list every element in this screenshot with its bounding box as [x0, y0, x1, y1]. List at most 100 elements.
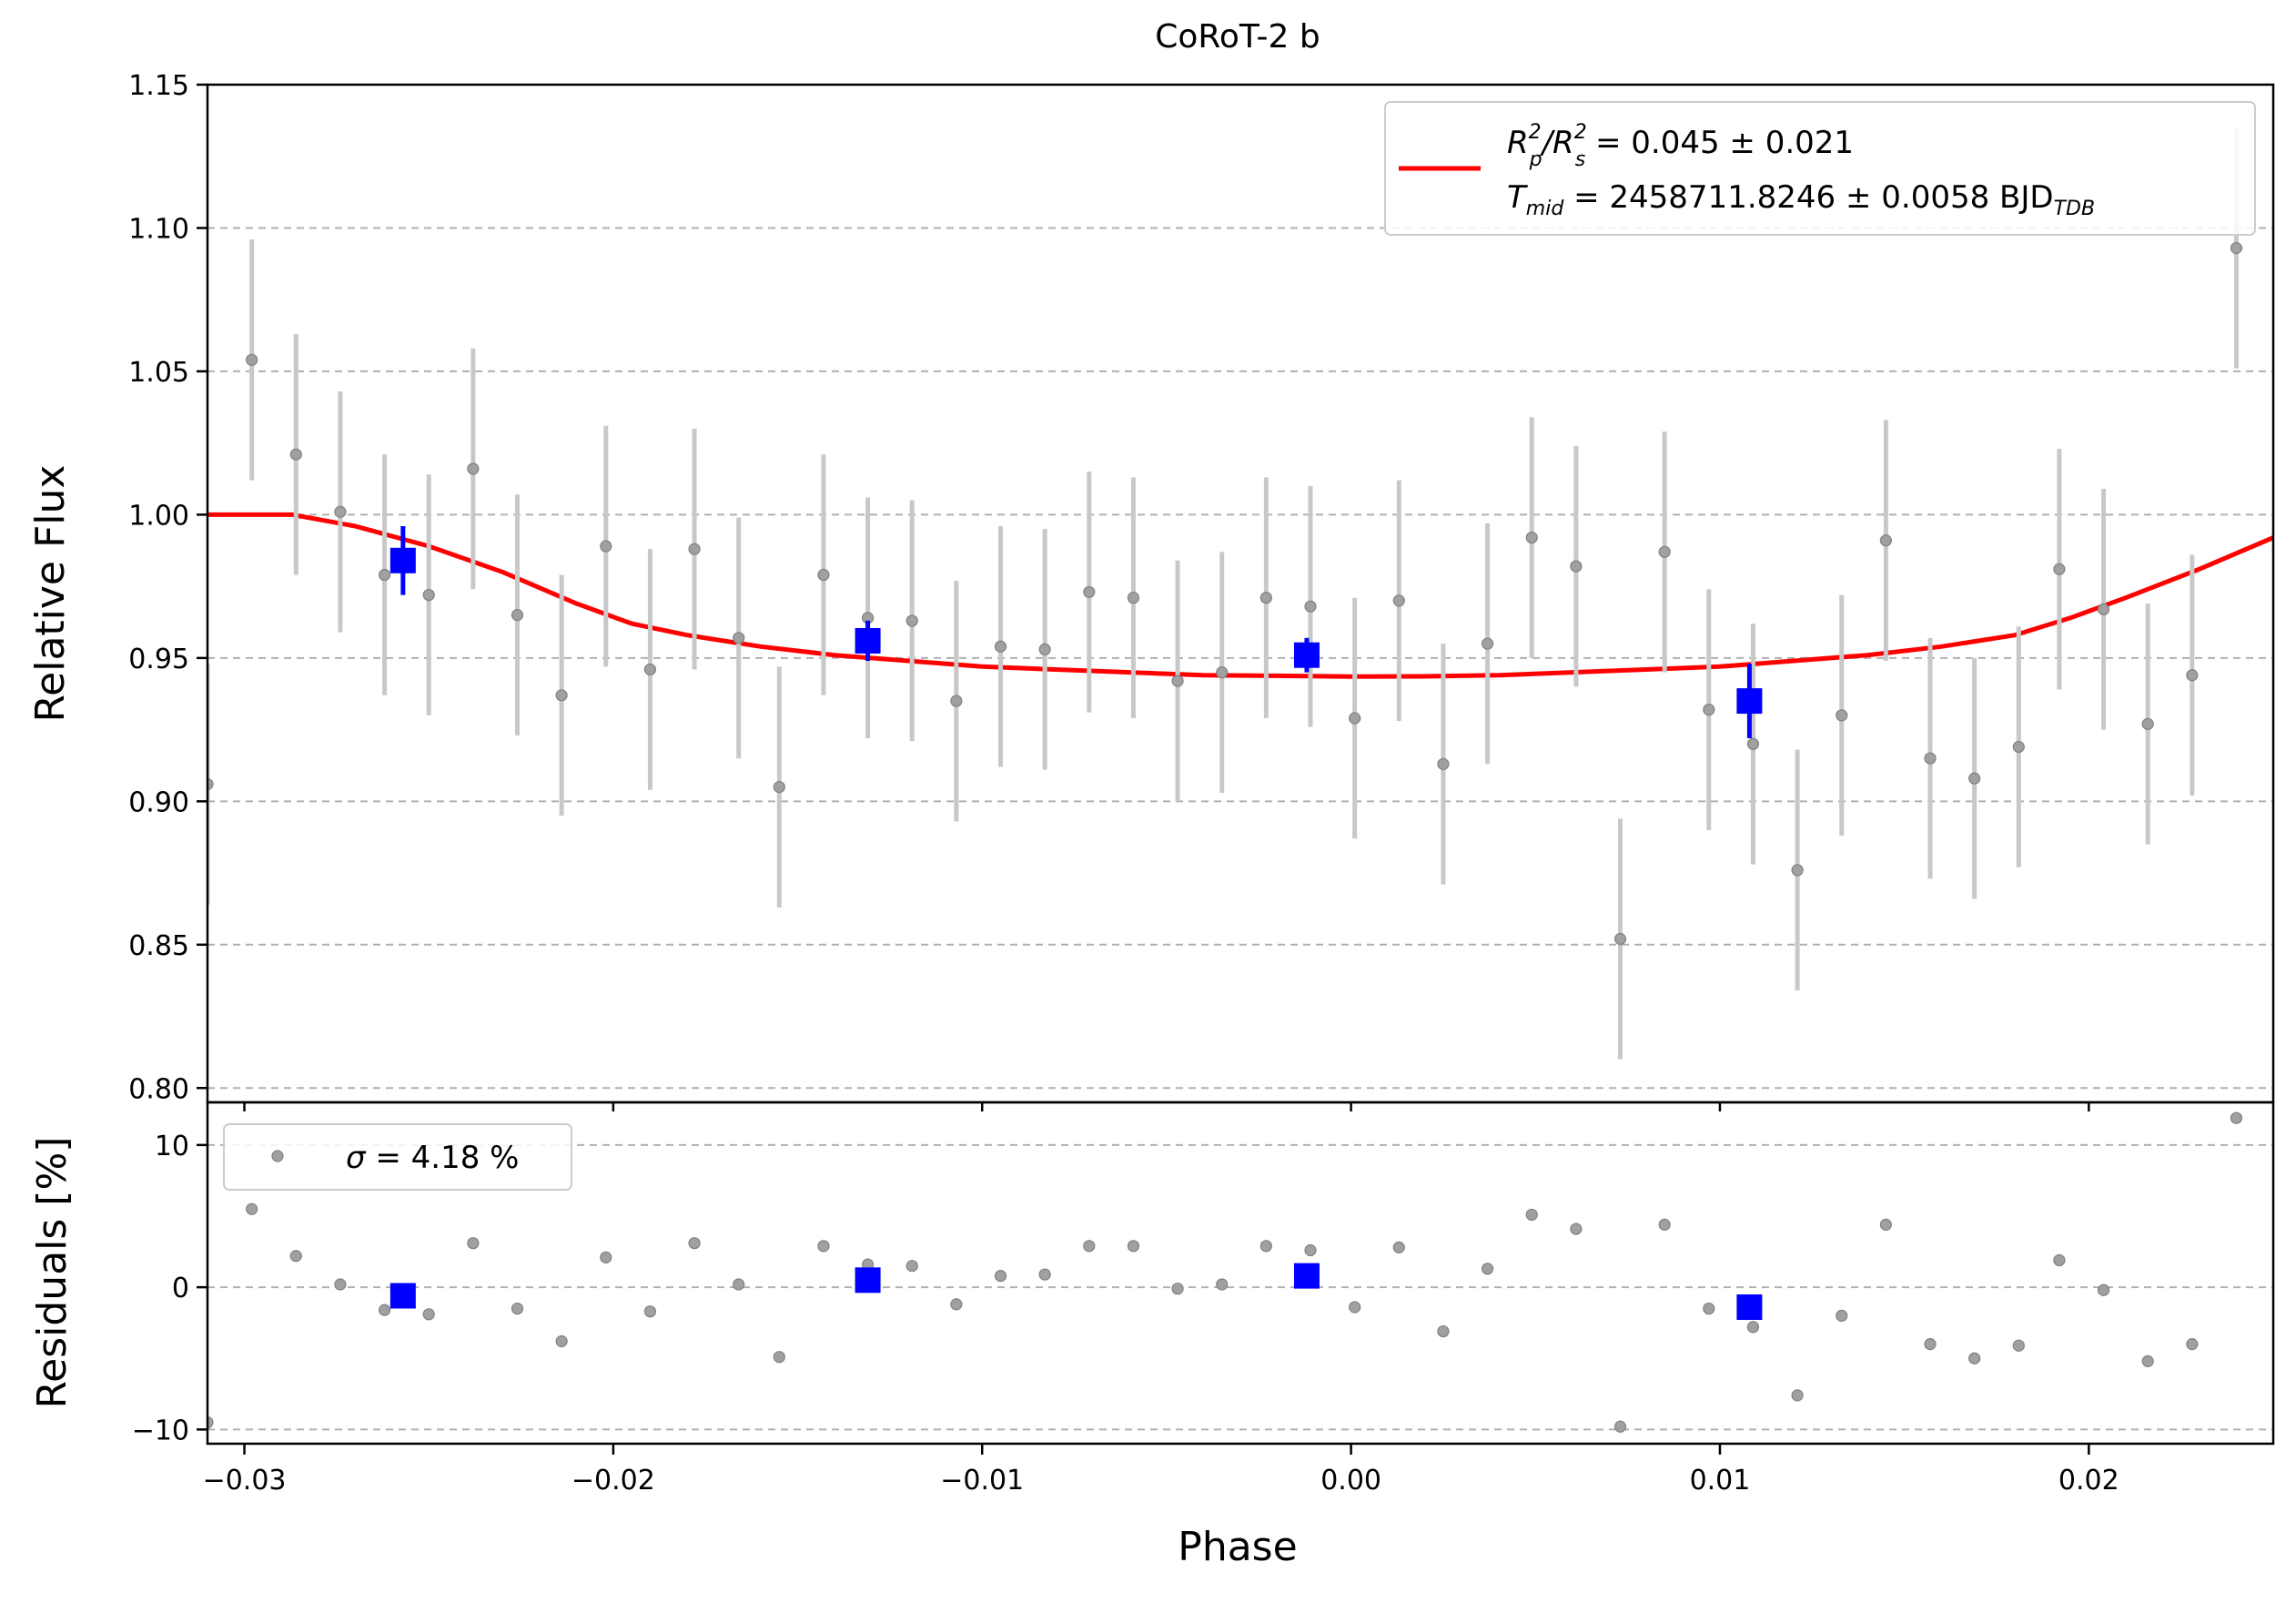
flux-y-tick-label: 1.10 — [128, 213, 189, 245]
flux-point — [905, 614, 918, 627]
phase-x-tick-label: 0.00 — [1320, 1465, 1381, 1496]
residual-bin — [855, 1267, 881, 1294]
residual-point — [1968, 1352, 1981, 1365]
flux-point — [1746, 737, 1760, 750]
residual-point — [2097, 1283, 2110, 1296]
residual-point — [1481, 1263, 1494, 1275]
flux-y-tick-label: 1.00 — [128, 500, 189, 532]
binned-point — [389, 547, 416, 573]
flux-point — [773, 780, 785, 794]
residual-bin — [1736, 1294, 1763, 1320]
flux-y-tick-label: 0.85 — [128, 930, 189, 962]
phase-x-axis-title: Phase — [1178, 1524, 1297, 1570]
residual-bin — [389, 1283, 416, 1309]
flux-point — [334, 505, 347, 518]
flux-point — [467, 462, 480, 475]
binned-point — [855, 627, 881, 654]
flux-legend-box — [1384, 101, 2256, 236]
legend-sigma-label: σ = 4.18 % — [346, 1140, 519, 1176]
flux-y-tick-label: 1.05 — [128, 357, 189, 389]
flux-point — [1968, 772, 1981, 785]
flux-y-tick-label: 0.95 — [128, 644, 189, 675]
residual-points-layer — [207, 1111, 2243, 1433]
flux-point — [555, 689, 568, 702]
flux-y-axis-title: Relative Flux — [27, 465, 74, 723]
legend-sigma-value: = 4.18 % — [366, 1140, 520, 1176]
residual-point — [1216, 1278, 1229, 1291]
model-curve — [207, 512, 2273, 679]
residual-point — [2141, 1354, 2154, 1367]
flux-point — [1879, 534, 1892, 547]
legend-sigma-symbol: σ — [346, 1140, 367, 1176]
residual-point — [905, 1260, 918, 1273]
flux-point — [2230, 241, 2243, 255]
residual-point — [1392, 1241, 1405, 1253]
residual-point — [378, 1304, 391, 1316]
flux-y-tick-label: 0.80 — [128, 1073, 189, 1105]
residual-point — [2230, 1111, 2243, 1124]
flux-point — [600, 540, 612, 553]
residuals-y-ticks: −10 0 10 — [132, 1131, 207, 1446]
residual-point — [246, 1202, 258, 1215]
residual-point — [511, 1302, 524, 1315]
flux-point — [1259, 592, 1272, 604]
residual-point — [600, 1251, 612, 1263]
residual-point — [1836, 1309, 1848, 1322]
residual-point — [1259, 1240, 1272, 1253]
legend-tmid-t: T — [1507, 179, 1528, 216]
residuals-y-tick-label: 10 — [155, 1131, 189, 1162]
residual-point — [688, 1237, 701, 1250]
residuals-legend-box — [223, 1123, 572, 1191]
flux-point — [1127, 592, 1140, 604]
flux-y-ticks: 0.80 0.85 0.90 0.95 1.00 1.05 1.10 1.15 — [128, 70, 2090, 1111]
chart-title: CoRoT-2 b — [1155, 18, 1320, 56]
residuals-panel-frame — [206, 1101, 2275, 1446]
residual-point — [950, 1298, 963, 1311]
flux-point — [817, 568, 830, 582]
flux-point — [1570, 560, 1583, 573]
binned-points-layer — [389, 525, 1763, 739]
residual-point — [1304, 1243, 1317, 1257]
residual-point — [1083, 1240, 1096, 1253]
residual-point — [1703, 1302, 1715, 1315]
residual-point — [994, 1270, 1007, 1283]
legend-tmid-label: Tmid = 2458711.8246 ± 0.0058 BJDTDB — [1507, 179, 2095, 220]
legend-depth-sep: /R — [1540, 125, 1574, 161]
binned-point — [1293, 642, 1320, 668]
residual-point — [422, 1308, 435, 1321]
residual-point — [334, 1278, 347, 1291]
residual-point — [1437, 1324, 1450, 1338]
flux-point — [2141, 717, 2154, 730]
flux-point — [1038, 643, 1051, 656]
legend-depth-sup1: 2 — [1529, 121, 1542, 144]
flux-point — [511, 609, 524, 622]
residual-point — [207, 1415, 214, 1429]
residual-point — [643, 1305, 657, 1318]
residual-point — [2053, 1253, 2066, 1267]
binned-point — [1736, 688, 1763, 715]
residual-point — [1127, 1240, 1140, 1253]
flux-point — [1216, 666, 1229, 679]
flux-point — [1658, 545, 1671, 558]
legend-depth-sub2: s — [1575, 148, 1585, 171]
flux-point — [1083, 585, 1096, 599]
residual-point — [1791, 1389, 1804, 1402]
residuals-y-tick-label: 0 — [172, 1273, 189, 1304]
flux-point — [1171, 675, 1184, 687]
flux-point — [733, 632, 745, 644]
legend-depth-sup2: 2 — [1574, 121, 1587, 144]
legend-depth-value: = 0.045 ± 0.021 — [1585, 125, 1854, 161]
flux-point — [1836, 709, 1848, 722]
residual-bins-layer — [389, 1263, 1763, 1320]
legend-depth-sub1: p — [1529, 148, 1542, 171]
residual-point — [773, 1351, 785, 1364]
flux-point — [2097, 603, 2110, 615]
residual-point — [1038, 1268, 1051, 1281]
flux-point — [2275, 311, 2286, 322]
residuals-panel: −10 0 10 −0.03 −0.02 −0.01 0.00 0.01 0.02 Resid… — [29, 1101, 2275, 1570]
phase-x-tick-label: −0.01 — [940, 1465, 1024, 1496]
residual-point — [1349, 1301, 1361, 1314]
flux-point — [1924, 752, 1937, 765]
flux-point — [1613, 932, 1627, 946]
